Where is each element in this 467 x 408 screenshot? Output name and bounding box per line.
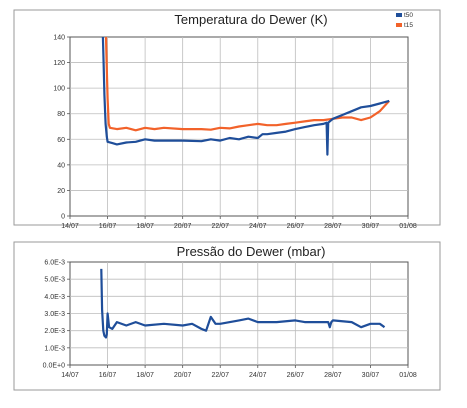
pressure-chart-title: Pressão do Dewer (mbar)	[177, 244, 326, 259]
x-tick-label: 24/07	[249, 372, 267, 379]
y-tick-label: 120	[53, 60, 65, 67]
x-tick-label: 01/08	[399, 372, 417, 379]
y-tick-label: 140	[53, 35, 65, 42]
legend-swatch	[396, 13, 402, 17]
x-tick-label: 26/07	[287, 372, 305, 379]
x-tick-label: 24/07	[249, 223, 267, 230]
series-line-pressure	[100, 268, 386, 339]
y-tick-label: 4.0E-3	[44, 294, 65, 301]
temperature-chart: Temperatura do Dewer (K) 0 20 40 60 80 100 120 1…	[13, 9, 441, 230]
x-tick-label: 26/07	[287, 223, 305, 230]
y-tick-label: 0	[61, 214, 65, 221]
x-tick-label: 16/07	[99, 223, 117, 230]
series-line-t15	[104, 37, 391, 132]
x-tick-label: 20/07	[174, 223, 192, 230]
y-tick-label: 0.0E+0	[43, 363, 65, 370]
x-tick-label: 28/07	[324, 372, 342, 379]
y-tick-label: 6.0E-3	[44, 260, 65, 267]
x-tick-label: 22/07	[211, 223, 229, 230]
x-tick-label: 28/07	[324, 223, 342, 230]
x-tick-label: 20/07	[174, 372, 192, 379]
x-tick-label: 22/07	[211, 372, 229, 379]
y-tick-label: 40	[57, 162, 65, 169]
x-tick-label: 30/07	[362, 372, 380, 379]
series-line-t50	[101, 37, 390, 156]
y-tick-label: 1.0E-3	[44, 345, 65, 352]
y-tick-label: 60	[57, 137, 65, 144]
legend-label: t50	[404, 12, 413, 19]
y-tick-label: 80	[57, 111, 65, 118]
y-tick-label: 3.0E-3	[44, 311, 65, 318]
legend-label: t15	[404, 22, 413, 29]
x-tick-label: 18/07	[136, 223, 154, 230]
x-tick-label: 30/07	[362, 223, 380, 230]
temperature-chart-title: Temperatura do Dewer (K)	[174, 12, 327, 27]
y-tick-label: 20	[57, 188, 65, 195]
pressure-chart: Pressão do Dewer (mbar) 0.0E+0 1.0E-3 2.0E-…	[13, 241, 441, 391]
y-tick-label: 2.0E-3	[44, 328, 65, 335]
x-tick-label: 14/07	[61, 223, 79, 230]
x-tick-label: 14/07	[61, 372, 79, 379]
y-tick-label: 100	[53, 86, 65, 93]
x-tick-label: 01/08	[399, 223, 417, 230]
x-tick-label: 16/07	[99, 372, 117, 379]
y-tick-label: 5.0E-3	[44, 277, 65, 284]
legend-swatch	[396, 23, 402, 27]
x-tick-label: 18/07	[136, 372, 154, 379]
